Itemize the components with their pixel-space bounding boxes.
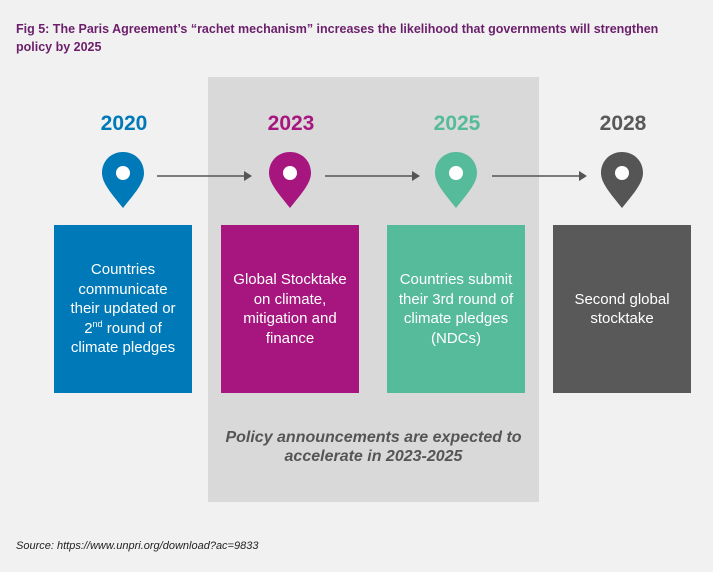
- year-2025: 2025: [433, 112, 481, 135]
- figure-title: Fig 5: The Paris Agreement’s “rachet mec…: [16, 22, 659, 54]
- stage-text-2023: Global Stocktake on climate, mitigation …: [233, 271, 347, 347]
- map-pin-icon: [269, 152, 311, 208]
- policy-note: Policy announcements are expected to acc…: [225, 429, 522, 465]
- arrow-right-icon: [492, 171, 587, 181]
- map-pin-icon: [601, 152, 643, 208]
- arrow-right-icon: [325, 171, 420, 181]
- year-2023: 2023: [267, 112, 315, 135]
- stage-box-2028: Second global stocktake: [553, 225, 691, 393]
- year-2028: 2028: [599, 112, 647, 135]
- source-citation: Source: https://www.unpri.org/download?a…: [16, 540, 259, 552]
- map-pin-icon: [102, 152, 144, 208]
- year-2020: 2020: [100, 112, 148, 135]
- stage-text-2028: Second global stocktake: [574, 290, 670, 328]
- stage-box-2025: Countries submit their 3rd round of clim…: [387, 225, 525, 393]
- map-pin-icon: [435, 152, 477, 208]
- stage-box-2023: Global Stocktake on climate, mitigation …: [221, 225, 359, 393]
- stage-box-2020: Countries communicate their updated or 2…: [54, 225, 192, 393]
- stage-text-2020: Countries communicate their updated or 2…: [70, 261, 176, 357]
- stage-text-2025: Countries submit their 3rd round of clim…: [398, 271, 514, 347]
- arrow-right-icon: [157, 171, 252, 181]
